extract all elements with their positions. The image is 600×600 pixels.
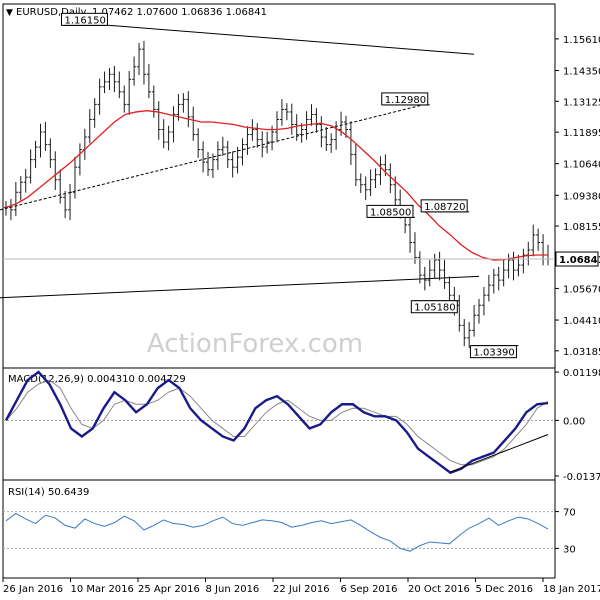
current-price-box: [555, 251, 599, 267]
price-tick-label: 1.10640: [563, 160, 600, 171]
annotation-label: 1.16150: [64, 15, 105, 26]
annotation-box: [420, 199, 468, 213]
x-tick-label: 10 Mar 2016: [71, 584, 134, 595]
lower-trendline: [0, 275, 480, 299]
moving-average: [5, 110, 548, 261]
header-arrow-icon: ▼: [6, 8, 13, 18]
macd-title: MACD(12,26,9) 0.004310 0.004729: [8, 374, 186, 385]
x-tick-label: 18 Jan 2017: [543, 584, 600, 595]
macd-signal-line: [5, 379, 549, 466]
rsi-line: [5, 512, 549, 552]
price-annotations: 1.16150 1.12980 1.08500 1.08720 1.05180 1.033…: [60, 12, 519, 359]
header-symbol: EURUSD,Daily: [16, 7, 87, 18]
rsi-title: RSI(14) 50.6439: [8, 487, 89, 498]
price-tick-label: 1.09380: [563, 191, 600, 202]
x-tick-label: 25 Apr 2016: [138, 584, 200, 595]
annotation-label: 1.08500: [370, 207, 411, 218]
annotation-label: 1.12980: [385, 95, 426, 106]
annotation-label: 1.05180: [414, 303, 455, 314]
macd-panel: MACD(12,26,9) 0.004310 0.004729 0.011982 0…: [3, 368, 600, 483]
header-ohlc: 1.07462 1.07600 1.06836 1.06841: [92, 7, 267, 18]
x-axis: 26 Jan 2016 10 Mar 2016 25 Apr 2016 8 Jun 2…: [2, 578, 600, 595]
macd-tick-label: 0.00: [563, 416, 585, 427]
rsi-panel-frame: [2, 479, 556, 579]
price-tick-label: 1.03185: [563, 347, 600, 358]
macd-tick-label: -0.013788: [563, 472, 600, 483]
price-tick-label: 1.08155: [563, 222, 600, 233]
price-bars: [4, 40, 550, 349]
x-tick-label: 8 Jun 2016: [206, 584, 260, 595]
annotation-box: [410, 300, 458, 314]
x-tick-label: 26 Jan 2016: [3, 584, 63, 595]
annotation-box: [381, 92, 429, 106]
price-tick-label: 1.04410: [563, 316, 600, 327]
annotation-box: [366, 204, 414, 218]
x-tick-label: 5 Dec 2016: [476, 584, 534, 595]
macd-trendline: [450, 434, 549, 473]
price-tick-label: 1.05670: [563, 284, 600, 295]
price-panel-frame: [2, 3, 556, 369]
x-tick-label: 20 Oct 2016: [408, 584, 470, 595]
annotation-box: [469, 345, 517, 359]
macd-tick-label: 0.011982: [563, 368, 600, 379]
annotation-label: 1.03390: [473, 348, 514, 359]
rsi-panel: RSI(14) 50.6439 70 30: [3, 487, 576, 555]
dotted-trendline: [0, 103, 425, 211]
price-grid: 1.15610 1.14350 1.13125 1.11895 1.10640 1.093…: [555, 35, 600, 358]
x-tick-label: 6 Sep 2016: [341, 584, 398, 595]
annotation-label: 1.08720: [424, 202, 465, 213]
price-tick-label: 1.11895: [563, 128, 600, 139]
rsi-tick-label: 30: [563, 544, 576, 555]
price-tick-label: 1.13125: [563, 97, 600, 108]
ma-series-line: [5, 110, 548, 261]
upper-trendline: [109, 24, 475, 55]
current-price-label: 1.06841: [559, 255, 600, 266]
macd-line: [4, 370, 549, 475]
price-tick-label: 1.15610: [563, 35, 600, 46]
rsi-tick-label: 70: [563, 508, 576, 519]
watermark: ActionForex.com: [147, 329, 363, 359]
current-price-marker: 1.06841: [3, 251, 600, 267]
price-tick-label: 1.14350: [563, 67, 600, 78]
annotation-box: [60, 12, 108, 26]
x-tick-label: 22 Jul 2016: [273, 584, 330, 595]
